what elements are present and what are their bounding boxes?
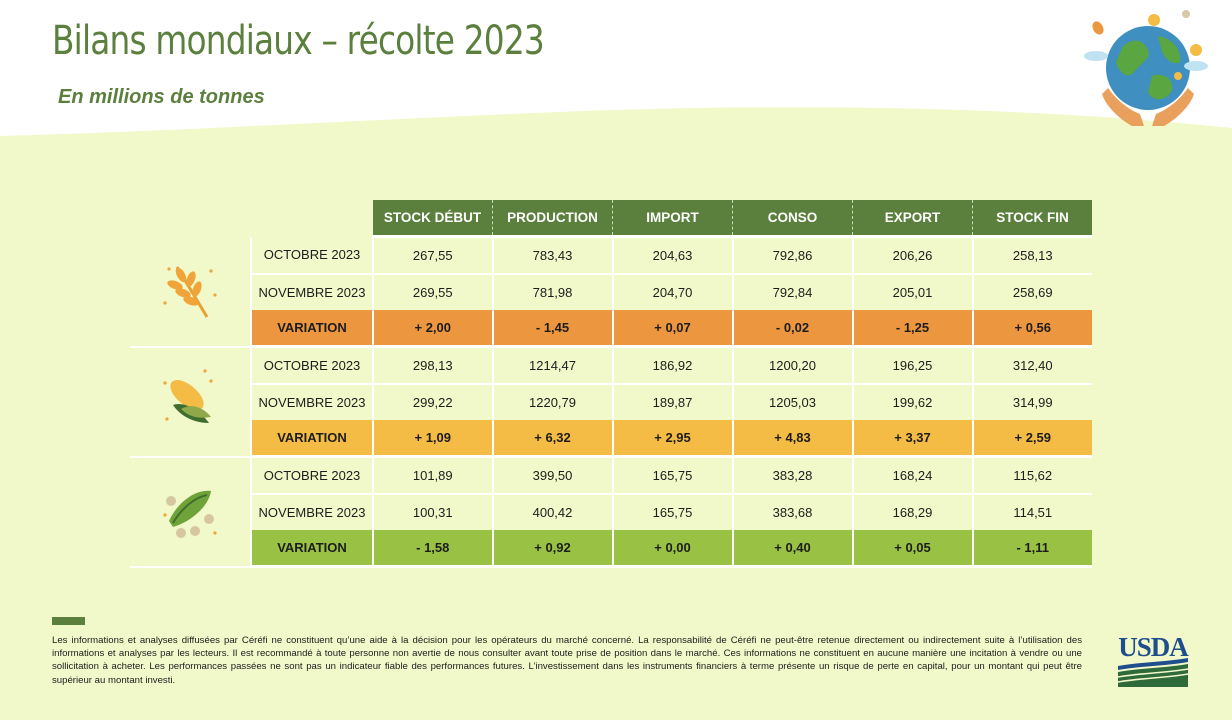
wheat-icon [163, 265, 217, 318]
table-cell: 312,40 [971, 346, 1092, 385]
table-cell: 168,24 [851, 456, 973, 495]
table-cell: 1220,79 [491, 384, 613, 420]
table-header-row: STOCK DÉBUT PRODUCTION IMPORT CONSO EXPO… [130, 200, 1092, 238]
variation-cell: + 1,09 [372, 420, 493, 458]
table-cell: 267,55 [372, 236, 493, 275]
table-cell: 792,86 [731, 236, 853, 275]
table-cell: 204,70 [611, 274, 733, 310]
table-cell: 383,68 [731, 494, 853, 530]
page-subtitle: En millions de tonnes [58, 86, 265, 108]
variation-label: VARIATION [250, 420, 373, 458]
variation-row: VARIATION - 1,58 + 0,92 + 0,00 + 0,40 + … [130, 530, 1092, 568]
column-header-production: PRODUCTION [492, 200, 613, 238]
variation-cell: + 0,92 [491, 530, 613, 568]
table-cell: 1200,20 [731, 346, 853, 385]
globe-hands-icon [1084, 10, 1208, 126]
column-header-stock-debut: STOCK DÉBUT [373, 200, 493, 238]
variation-cell: - 1,58 [372, 530, 493, 568]
usda-field-icon [1117, 658, 1189, 687]
variation-cell: - 1,45 [491, 310, 613, 348]
table-cell: 269,55 [372, 274, 493, 310]
period-label: NOVEMBRE 2023 [250, 274, 373, 310]
table-cell: 1214,47 [491, 346, 613, 385]
header-wave-background [0, 0, 1232, 136]
table-cell: 165,75 [611, 494, 733, 530]
table-cell: 101,89 [372, 456, 493, 495]
table-cell: 400,42 [491, 494, 613, 530]
table-cell: 196,25 [851, 346, 973, 385]
variation-cell: + 2,95 [611, 420, 733, 458]
variation-row: VARIATION + 1,09 + 6,32 + 2,95 + 4,83 + … [130, 420, 1092, 458]
table-cell: 189,87 [611, 384, 733, 420]
table-cell: 199,62 [851, 384, 973, 420]
table-cell: 100,31 [372, 494, 493, 530]
variation-cell: + 0,07 [611, 310, 733, 348]
table-cell: 1205,03 [731, 384, 853, 420]
table-row: NOVEMBRE 2023 299,22 1220,79 189,87 1205… [130, 384, 1092, 420]
table-cell: 206,26 [851, 236, 973, 275]
variation-cell: + 0,56 [971, 310, 1092, 348]
table-row: NOVEMBRE 2023 100,31 400,42 165,75 383,6… [130, 494, 1092, 530]
table-cell: 186,92 [611, 346, 733, 385]
corn-icon [163, 369, 213, 423]
table-cell: 314,99 [971, 384, 1092, 420]
table-row: NOVEMBRE 2023 269,55 781,98 204,70 792,8… [130, 274, 1092, 310]
disclaimer-accent-bar [52, 617, 85, 625]
table-row: OCTOBRE 2023 298,13 1214,47 186,92 1200,… [130, 346, 1092, 458]
wheat-group-icon-cell [130, 236, 251, 348]
usda-logo-text: USDA [1118, 632, 1189, 662]
table-corner [130, 200, 373, 237]
period-label: OCTOBRE 2023 [250, 456, 373, 495]
variation-row: VARIATION + 2,00 - 1,45 + 0,07 - 0,02 - … [130, 310, 1092, 348]
period-label: OCTOBRE 2023 [250, 346, 373, 385]
variation-cell: + 4,83 [731, 420, 853, 458]
column-header-import: IMPORT [612, 200, 733, 238]
table-cell: 298,13 [372, 346, 493, 385]
table-cell: 783,43 [491, 236, 613, 275]
table-cell: 205,01 [851, 274, 973, 310]
variation-label: VARIATION [250, 530, 373, 568]
variation-cell: + 2,59 [971, 420, 1092, 458]
period-label: NOVEMBRE 2023 [250, 494, 373, 530]
table-cell: 258,69 [971, 274, 1092, 310]
variation-label: VARIATION [250, 310, 373, 348]
table-cell: 383,28 [731, 456, 853, 495]
table-cell: 168,29 [851, 494, 973, 530]
column-header-export: EXPORT [852, 200, 973, 238]
variation-cell: - 0,02 [731, 310, 853, 348]
variation-cell: + 3,37 [851, 420, 973, 458]
table-cell: 258,13 [971, 236, 1092, 275]
variation-cell: + 0,40 [731, 530, 853, 568]
variation-cell: - 1,11 [971, 530, 1092, 568]
soybean-icon [163, 490, 217, 538]
world-balance-table: STOCK DÉBUT PRODUCTION IMPORT CONSO EXPO… [130, 200, 1092, 568]
table-cell: 115,62 [971, 456, 1092, 495]
variation-cell: + 6,32 [491, 420, 613, 458]
disclaimer-text: Les informations et analyses diffusées p… [52, 635, 1082, 686]
table-cell: 792,84 [731, 274, 853, 310]
table-cell: 114,51 [971, 494, 1092, 530]
column-header-stock-fin: STOCK FIN [972, 200, 1092, 238]
table-cell: 165,75 [611, 456, 733, 495]
period-label: NOVEMBRE 2023 [250, 384, 373, 420]
table-cell: 299,22 [372, 384, 493, 420]
table-cell: 781,98 [491, 274, 613, 310]
table-cell: 204,63 [611, 236, 733, 275]
period-label: OCTOBRE 2023 [250, 236, 373, 275]
usda-logo: USDA [1116, 632, 1190, 690]
corn-group-icon-cell [130, 346, 251, 458]
variation-cell: - 1,25 [851, 310, 973, 348]
variation-cell: + 2,00 [372, 310, 493, 348]
table-row: OCTOBRE 2023 267,55 783,43 204,63 792,86… [130, 236, 1092, 348]
variation-cell: + 0,05 [851, 530, 973, 568]
table-cell: 399,50 [491, 456, 613, 495]
table-row: OCTOBRE 2023 101,89 399,50 165,75 383,28… [130, 456, 1092, 568]
variation-cell: + 0,00 [611, 530, 733, 568]
column-header-conso: CONSO [732, 200, 853, 238]
page-title: Bilans mondiaux – récolte 2023 [52, 18, 545, 64]
soybean-group-icon-cell [130, 456, 251, 568]
